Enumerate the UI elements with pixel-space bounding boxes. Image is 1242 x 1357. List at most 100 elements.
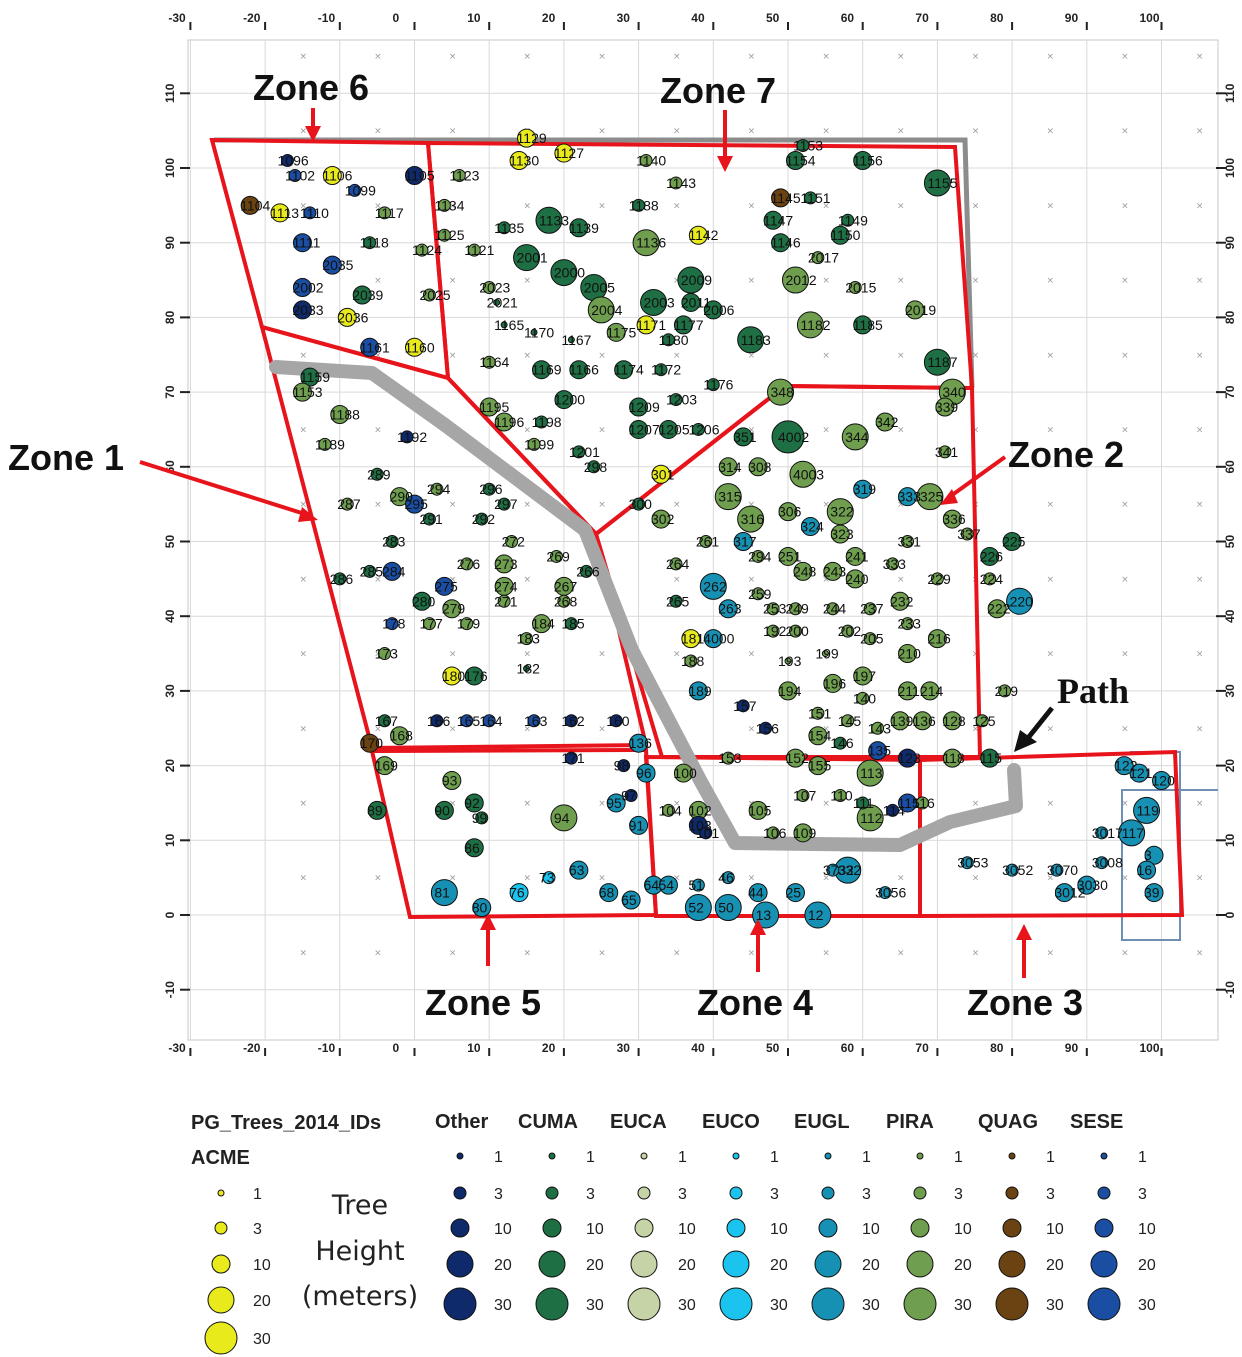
tree-point xyxy=(751,549,765,563)
tree-point xyxy=(318,437,332,451)
tree-id-label: 302 xyxy=(651,511,675,527)
tree-marker xyxy=(549,549,563,563)
legend-acme-size-symbol xyxy=(214,1221,228,1235)
tree-point xyxy=(240,195,260,215)
grid-cross-marker: × xyxy=(822,52,830,62)
tree-marker xyxy=(699,535,713,548)
grid-cross-marker: × xyxy=(673,948,681,958)
tree-point xyxy=(482,482,496,496)
tree-point xyxy=(303,206,317,220)
tree-id-label: 98 xyxy=(614,758,630,774)
tree-point xyxy=(733,532,753,551)
grid-cross-marker: × xyxy=(1196,425,1204,435)
tree-point xyxy=(751,587,765,601)
tree-id-label: 348 xyxy=(771,384,795,400)
tree-point xyxy=(826,602,840,616)
tree-point xyxy=(841,714,855,728)
tree-marker xyxy=(482,355,496,369)
tree-marker xyxy=(505,535,519,548)
tree-marker xyxy=(684,654,698,668)
tree-point xyxy=(422,617,436,631)
tree-id-label: 297 xyxy=(494,496,518,512)
tree-marker xyxy=(434,576,454,596)
tree-point xyxy=(748,800,768,820)
tree-marker xyxy=(606,322,626,342)
tree-marker xyxy=(751,587,765,601)
tree-point xyxy=(624,788,638,802)
grid-cross-marker: × xyxy=(673,52,681,62)
tree-id-label: 2000 xyxy=(554,265,585,281)
tree-marker xyxy=(322,255,342,275)
tree-point xyxy=(781,266,809,294)
legend-note-line-2: Height xyxy=(315,1236,404,1267)
grid-cross-marker: × xyxy=(1046,500,1054,510)
tree-id-label: 121 xyxy=(1129,765,1153,781)
tree-id-label: 146 xyxy=(830,735,854,751)
tree-id-label: 291 xyxy=(419,511,443,527)
path-arrowhead xyxy=(1014,730,1037,752)
tree-id-label: 113 xyxy=(860,765,883,781)
tree-marker xyxy=(482,482,496,496)
tree-marker xyxy=(681,629,701,649)
tree-marker xyxy=(901,617,915,631)
tree-id-label: 283 xyxy=(382,534,406,550)
tree-point xyxy=(703,629,723,649)
tree-id-label: 177 xyxy=(419,616,443,632)
grid-cross-marker: × xyxy=(449,575,457,585)
tree-marker xyxy=(751,549,765,563)
tree-point xyxy=(494,412,514,432)
tree-id-label: 1175 xyxy=(606,324,636,340)
tree-point xyxy=(691,878,705,892)
tree-point xyxy=(360,337,380,357)
tree-point xyxy=(748,883,768,903)
legend-size-value: 10 xyxy=(1046,1221,1064,1238)
tree-id-label: 179 xyxy=(457,616,481,632)
tree-point xyxy=(975,714,989,728)
tree-id-label: 268 xyxy=(554,593,578,609)
grid-cross-marker: × xyxy=(972,874,980,884)
tree-marker xyxy=(378,647,392,661)
tree-point xyxy=(793,561,813,581)
tree-marker xyxy=(778,502,798,522)
grid-cross-marker: × xyxy=(1046,724,1054,734)
grid-cross-marker: × xyxy=(1121,874,1129,884)
legend-species-heading: PIRA xyxy=(886,1111,934,1133)
tree-marker xyxy=(531,360,551,380)
tree-point xyxy=(960,527,974,541)
tree-point xyxy=(337,307,357,327)
tree-id-label: 123 xyxy=(898,750,922,766)
y-tick-label: 90 xyxy=(163,236,177,250)
tree-id-label: 112 xyxy=(860,810,883,826)
grid-cross-marker: × xyxy=(1046,351,1054,361)
tree-point xyxy=(718,457,738,477)
tree-marker xyxy=(1144,883,1164,903)
zone-7-label: Zone 7 xyxy=(660,70,776,111)
y-tick-label: 70 xyxy=(1223,385,1237,399)
tree-id-label: 253 xyxy=(763,601,787,617)
tree-marker xyxy=(621,890,641,910)
tree-marker xyxy=(599,883,619,903)
tree-marker xyxy=(360,337,380,357)
grid-cross-marker: × xyxy=(748,52,756,62)
legend-size-value: 20 xyxy=(586,1257,604,1274)
tree-point xyxy=(405,165,424,185)
tree-marker xyxy=(606,793,626,813)
tree-marker xyxy=(785,748,805,768)
tree-point xyxy=(890,711,910,731)
tree-marker xyxy=(363,236,377,250)
zone-3-label: Zone 3 xyxy=(967,982,1083,1023)
tree-marker xyxy=(890,591,910,611)
x-tick-label: -30 xyxy=(168,1041,186,1055)
tree-point xyxy=(460,557,474,571)
tree-point xyxy=(460,714,474,728)
tree-marker xyxy=(898,644,918,664)
tree-id-label: 205 xyxy=(860,631,884,647)
legend-size-value: 30 xyxy=(770,1297,788,1314)
legend-size-symbol xyxy=(906,1250,934,1278)
grid-cross-marker: × xyxy=(972,948,980,958)
x-tick-label: 80 xyxy=(990,11,1004,25)
grid-cross-marker: × xyxy=(524,276,532,286)
legend-size-symbol xyxy=(538,1250,566,1278)
tree-marker xyxy=(531,614,551,634)
